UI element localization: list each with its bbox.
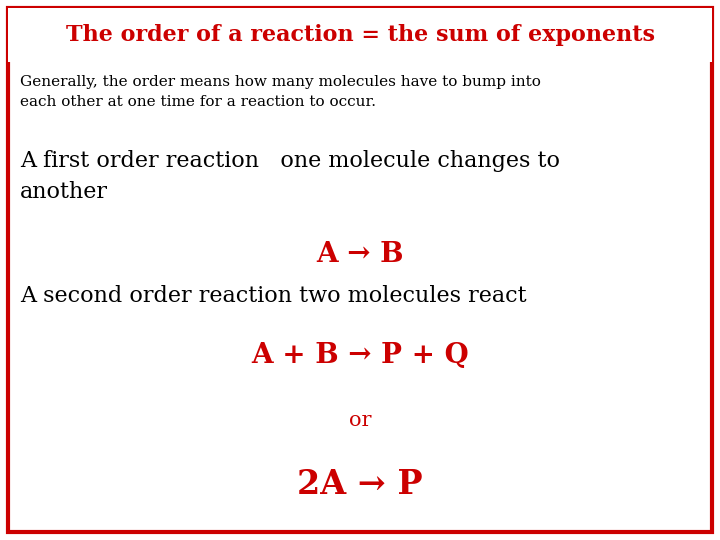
Text: A + B → P + Q: A + B → P + Q <box>251 341 469 368</box>
Text: 2A → P: 2A → P <box>297 469 423 502</box>
Text: The order of a reaction = the sum of exponents: The order of a reaction = the sum of exp… <box>66 24 654 46</box>
Text: A first order reaction   one molecule changes to
another: A first order reaction one molecule chan… <box>20 150 560 202</box>
Text: A → B: A → B <box>316 241 404 268</box>
Text: Generally, the order means how many molecules have to bump into
each other at on: Generally, the order means how many mole… <box>20 75 541 109</box>
Text: A second order reaction two molecules react: A second order reaction two molecules re… <box>20 285 526 307</box>
Text: or: or <box>348 410 372 429</box>
Bar <box>8 8 712 62</box>
